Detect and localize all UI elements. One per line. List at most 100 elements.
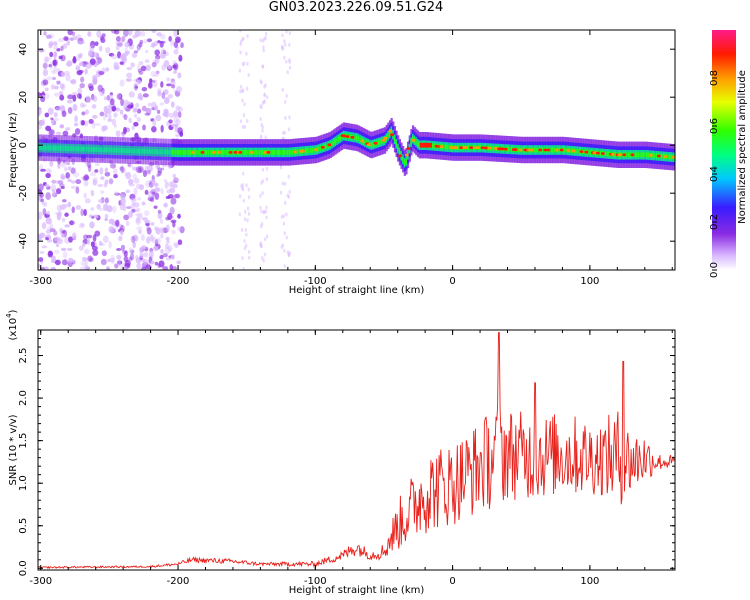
- spectrogram-cell: [115, 130, 121, 138]
- spectrogram-cell: [264, 135, 267, 140]
- spectrogram-cell: [169, 206, 175, 215]
- spectrogram-cell: [84, 259, 88, 267]
- spectrogram-cell: [127, 163, 131, 168]
- spectrogram-cell: [331, 141, 334, 147]
- spectrogram-cell: [122, 250, 128, 254]
- spectrogram-cell: [61, 145, 64, 151]
- spectrogram-cell: [279, 190, 283, 195]
- spectrogram-cell: [49, 160, 54, 167]
- spectrogram-cell: [105, 67, 110, 72]
- spectrogram-cell: [131, 148, 135, 154]
- spectrogram-cell: [626, 152, 629, 158]
- spectrogram-cell: [159, 227, 165, 234]
- spectrogram-cell: [125, 78, 132, 82]
- spectrogram-cell: [46, 239, 53, 243]
- spectrogram-cell: [157, 167, 163, 174]
- top-x-tick-label: -200: [167, 276, 190, 287]
- spectrogram-cell: [51, 255, 56, 263]
- spectrogram-cell: [261, 191, 264, 196]
- spectrogram-cell: [144, 180, 151, 188]
- spectrogram-cell: [125, 220, 130, 227]
- spectrogram-cell: [151, 149, 154, 154]
- spectrogram-cell: [48, 64, 52, 68]
- spectrogram-cell: [123, 266, 128, 270]
- spectrogram-cell: [334, 138, 337, 144]
- spectrogram-peak: [263, 151, 268, 154]
- spectrogram-cell: [130, 148, 133, 154]
- spectrogram-cell: [107, 118, 113, 123]
- spectrogram-cell: [239, 119, 243, 124]
- spectrogram-cell: [239, 89, 242, 94]
- spectrogram-peak: [500, 147, 505, 151]
- spectrogram-cell: [76, 93, 82, 99]
- spectrogram-cell: [282, 214, 286, 219]
- spectrogram-cell: [82, 256, 88, 262]
- spectrogram-cell: [59, 94, 65, 101]
- spectrogram-peak: [238, 151, 243, 154]
- spectrogram-cell: [56, 145, 59, 151]
- spectrogram-cell: [123, 114, 128, 121]
- spectrogram-cell: [53, 230, 58, 236]
- spectrogram-cell: [92, 74, 98, 81]
- spectrogram-cell: [117, 93, 123, 100]
- spectrogram-cell: [90, 189, 95, 197]
- spectrogram-cell: [78, 69, 84, 74]
- spectrogram-cell: [40, 198, 45, 203]
- spectrogram-cell: [179, 226, 185, 234]
- spectrogram-cell: [66, 40, 71, 46]
- spectrogram-cell: [132, 241, 136, 249]
- spectrogram-cell: [120, 244, 126, 252]
- spectrogram-cell: [101, 125, 106, 132]
- spectrogram-cell: [115, 40, 119, 46]
- spectrogram-cell: [86, 234, 93, 239]
- spectrogram-cell: [100, 190, 105, 195]
- spectrogram-cell: [61, 247, 67, 251]
- spectrogram-cell: [43, 57, 50, 64]
- spectrogram-cell: [137, 167, 143, 174]
- spectrogram-cell: [359, 137, 362, 142]
- spectrogram-cell: [645, 152, 649, 158]
- spectrogram-cell: [247, 211, 251, 216]
- bottom-x-axis-label: Height of straight line (km): [289, 585, 425, 596]
- spectrogram-cell: [443, 144, 446, 150]
- spectrogram-cell: [70, 180, 77, 184]
- spectrogram-cell: [99, 111, 105, 117]
- spectrogram-cell: [172, 266, 177, 270]
- spectrogram-cell: [53, 45, 59, 51]
- spectrogram-cell: [433, 143, 436, 149]
- spectrogram-cell: [64, 166, 68, 172]
- spectrogram-cell: [83, 180, 89, 187]
- spectrogram-cell: [104, 218, 108, 221]
- spectrogram-cell: [247, 187, 250, 192]
- spectrogram-cell: [113, 65, 120, 71]
- spectrogram-cell: [145, 50, 149, 54]
- spectrogram-cell: [260, 209, 263, 214]
- spectrogram-cell: [173, 115, 179, 124]
- spectrogram-cell: [283, 150, 286, 155]
- spectrogram-cell: [151, 179, 155, 185]
- spectrogram-cell: [265, 205, 268, 210]
- spectrogram-cell: [59, 227, 63, 233]
- spectrogram-cell: [133, 187, 138, 196]
- spectrogram-peak: [584, 150, 589, 154]
- bottom-frame: [37, 329, 676, 571]
- spectrogram-cell: [70, 146, 74, 152]
- spectrogram-cell: [45, 217, 52, 225]
- spectrogram-cell: [96, 203, 101, 210]
- spectrogram-cell: [262, 258, 265, 263]
- spectrogram-cell: [122, 113, 127, 118]
- spectrogram-cell: [128, 211, 134, 219]
- spectrogram-cell: [117, 260, 123, 265]
- spectrogram-cell: [177, 239, 183, 245]
- spectrogram-cell: [263, 93, 266, 98]
- spectrogram-cell: [123, 103, 127, 111]
- spectrogram-cell: [246, 118, 249, 123]
- spectrogram-cell: [204, 150, 207, 155]
- spectrogram-peak: [592, 151, 598, 155]
- spectrogram-cell: [71, 232, 77, 240]
- spectrogram-peak: [327, 143, 332, 147]
- spectrogram-cell: [53, 92, 60, 97]
- spectrogram-cell: [265, 215, 268, 220]
- spectrogram-cell: [138, 61, 144, 66]
- spectrogram-cell: [551, 147, 555, 153]
